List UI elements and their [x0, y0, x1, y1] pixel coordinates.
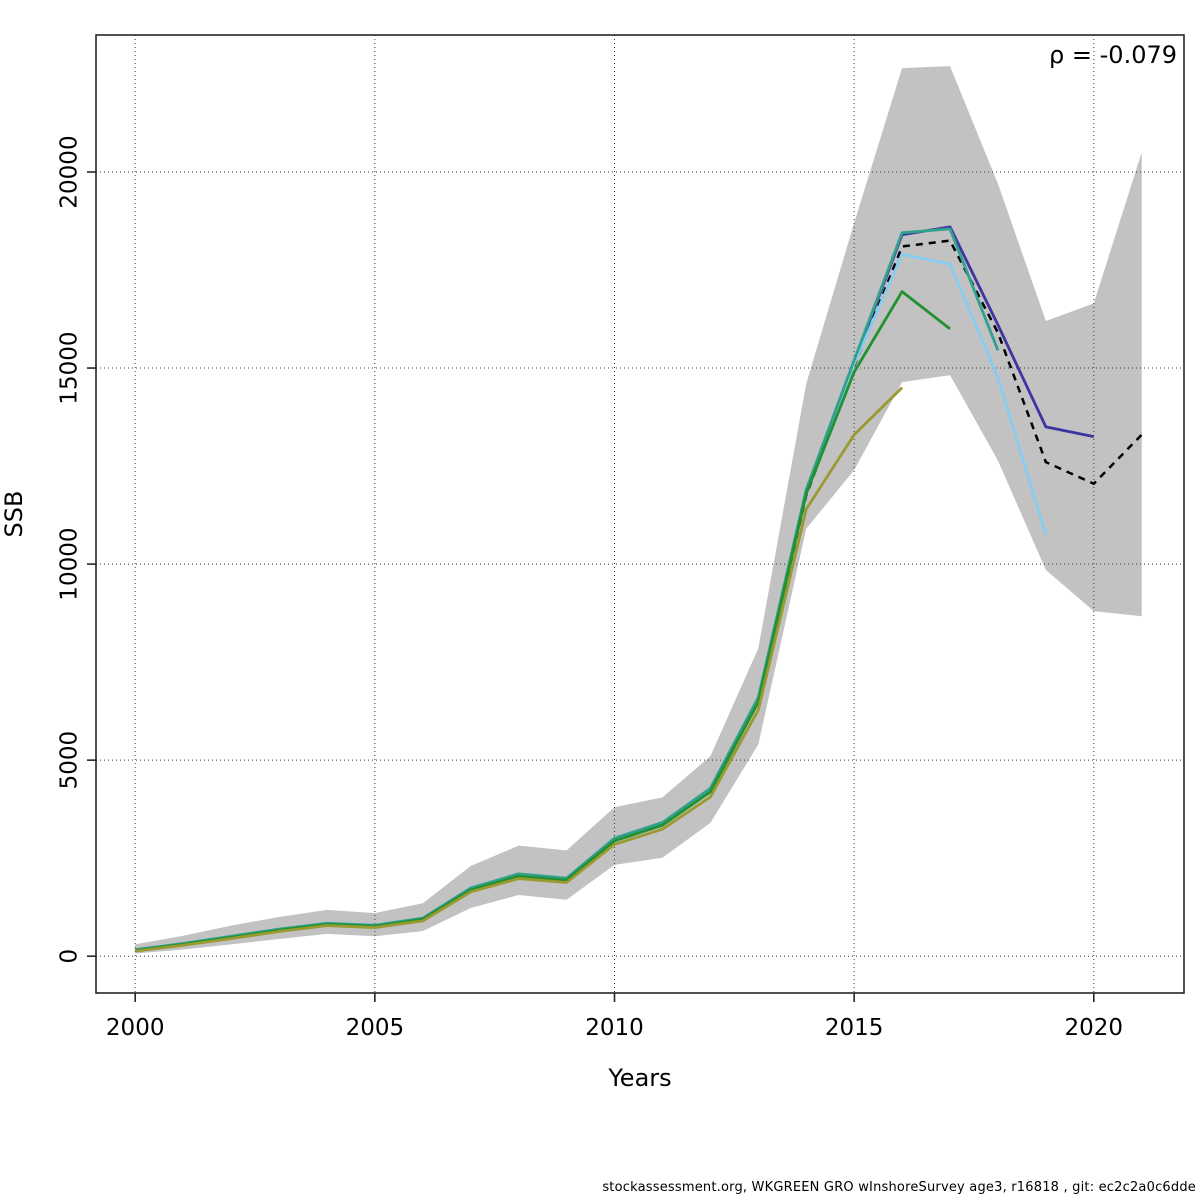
- x-tick-label: 2020: [1065, 1015, 1124, 1041]
- gridlines: [96, 35, 1184, 993]
- x-tick-labels: 2000 2005 2010 2015 2020: [106, 1015, 1123, 1041]
- x-tick-label: 2015: [825, 1015, 884, 1041]
- y-tick-labels: 0 5000 10000 15000 20000: [57, 135, 83, 963]
- x-tick-label: 2000: [106, 1015, 165, 1041]
- x-tick-label: 2005: [346, 1015, 405, 1041]
- plot-border: [95, 34, 1185, 994]
- y-tick-label: 5000: [57, 731, 83, 790]
- y-tick-label: 0: [57, 949, 83, 964]
- line-retro-peel-2016: [135, 386, 904, 953]
- x-tick-label: 2010: [585, 1015, 644, 1041]
- confidence-band: [135, 66, 1142, 954]
- series-lines: [135, 225, 1143, 953]
- x-axis-title: Years: [608, 1064, 672, 1092]
- y-axis-title: SSB: [0, 490, 28, 538]
- axis-ticks: [87, 171, 1095, 1002]
- mohns-rho-annotation: ρ = -0.079: [1049, 41, 1177, 69]
- stockassessment-footer: stockassessment.org, WKGREEN GRO wInshor…: [602, 1180, 1196, 1195]
- y-tick-label: 15000: [57, 331, 83, 404]
- y-tick-label: 20000: [57, 135, 83, 208]
- y-tick-label: 10000: [57, 528, 83, 601]
